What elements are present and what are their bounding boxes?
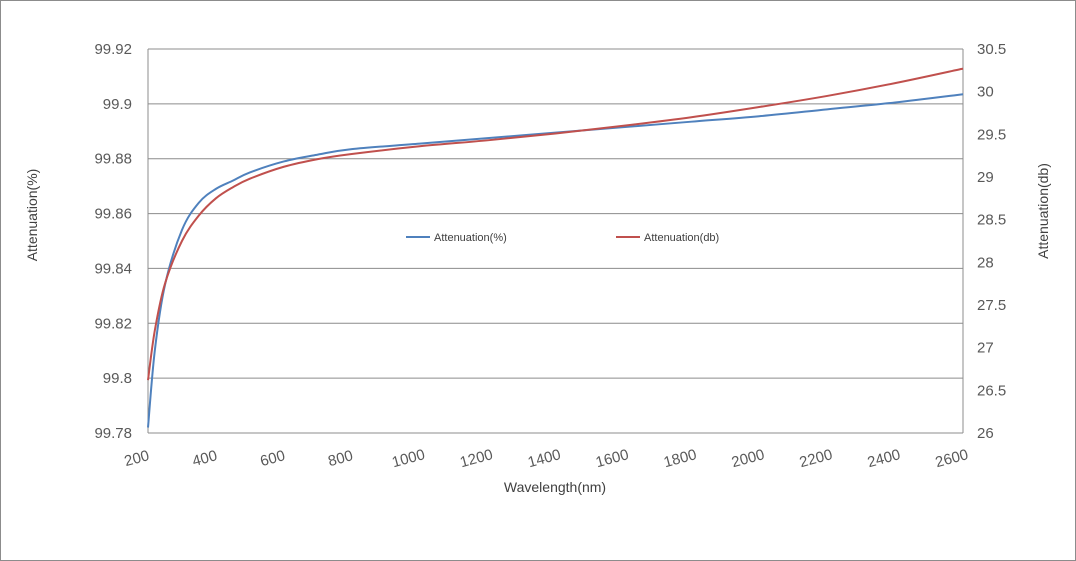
x-tick-label: 200	[123, 447, 152, 470]
axes	[147, 49, 964, 434]
x-axis-title: Wavelength(nm)	[504, 479, 606, 495]
x-tick-label: 800	[326, 447, 355, 470]
right-y-tick-label: 28.5	[977, 212, 1006, 229]
right-y-tick-label: 30.5	[977, 41, 1006, 58]
x-tick-label: 1600	[594, 446, 631, 471]
x-tick-label: 2600	[934, 446, 971, 471]
legend-label-attenuation-percent: Attenuation(%)	[434, 232, 507, 244]
right-y-tick-label: 29.5	[977, 126, 1006, 143]
x-tick-label: 600	[258, 447, 287, 470]
x-tick-label: 1200	[458, 446, 495, 471]
left-y-tick-label: 99.92	[94, 41, 132, 58]
right-y-axis-title: Attenuation(db)	[1035, 163, 1051, 259]
x-tick-label: 400	[190, 447, 219, 470]
right-y-tick-label: 28	[977, 254, 994, 271]
left-y-tick-label: 99.78	[94, 425, 132, 442]
left-y-tick-label: 99.84	[94, 260, 132, 277]
x-tick-label: 2400	[866, 446, 903, 471]
series-line-attenuation-percent	[147, 93, 964, 428]
series-line-attenuation-db	[147, 67, 964, 381]
x-tick-label: 1800	[662, 446, 699, 471]
left-y-tick-label: 99.82	[94, 315, 132, 332]
right-y-tick-label: 26	[977, 425, 994, 442]
right-y-tick-label: 30	[977, 84, 994, 101]
left-y-tick-label: 99.88	[94, 151, 132, 168]
x-tick-label: 2200	[798, 446, 835, 471]
right-y-tick-label: 29	[977, 169, 994, 186]
right-y-tick-label: 26.5	[977, 382, 1006, 399]
left-y-tick-label: 99.86	[94, 206, 132, 223]
legend: Attenuation(%) Attenuation(db)	[406, 232, 719, 244]
right-y-tick-label: 27.5	[977, 297, 1006, 314]
series-lines	[147, 67, 964, 428]
x-tick-label: 1000	[390, 446, 427, 471]
grid-lines	[148, 48, 963, 379]
right-y-tick-label: 27	[977, 340, 994, 357]
left-y-tick-label: 99.9	[103, 96, 132, 113]
x-tick-label: 1400	[526, 446, 563, 471]
left-y-axis-title: Attenuation(%)	[24, 169, 40, 262]
x-tick-label: 2000	[730, 446, 767, 471]
left-y-tick-label: 99.8	[103, 370, 132, 387]
legend-label-attenuation-db: Attenuation(db)	[644, 232, 719, 244]
